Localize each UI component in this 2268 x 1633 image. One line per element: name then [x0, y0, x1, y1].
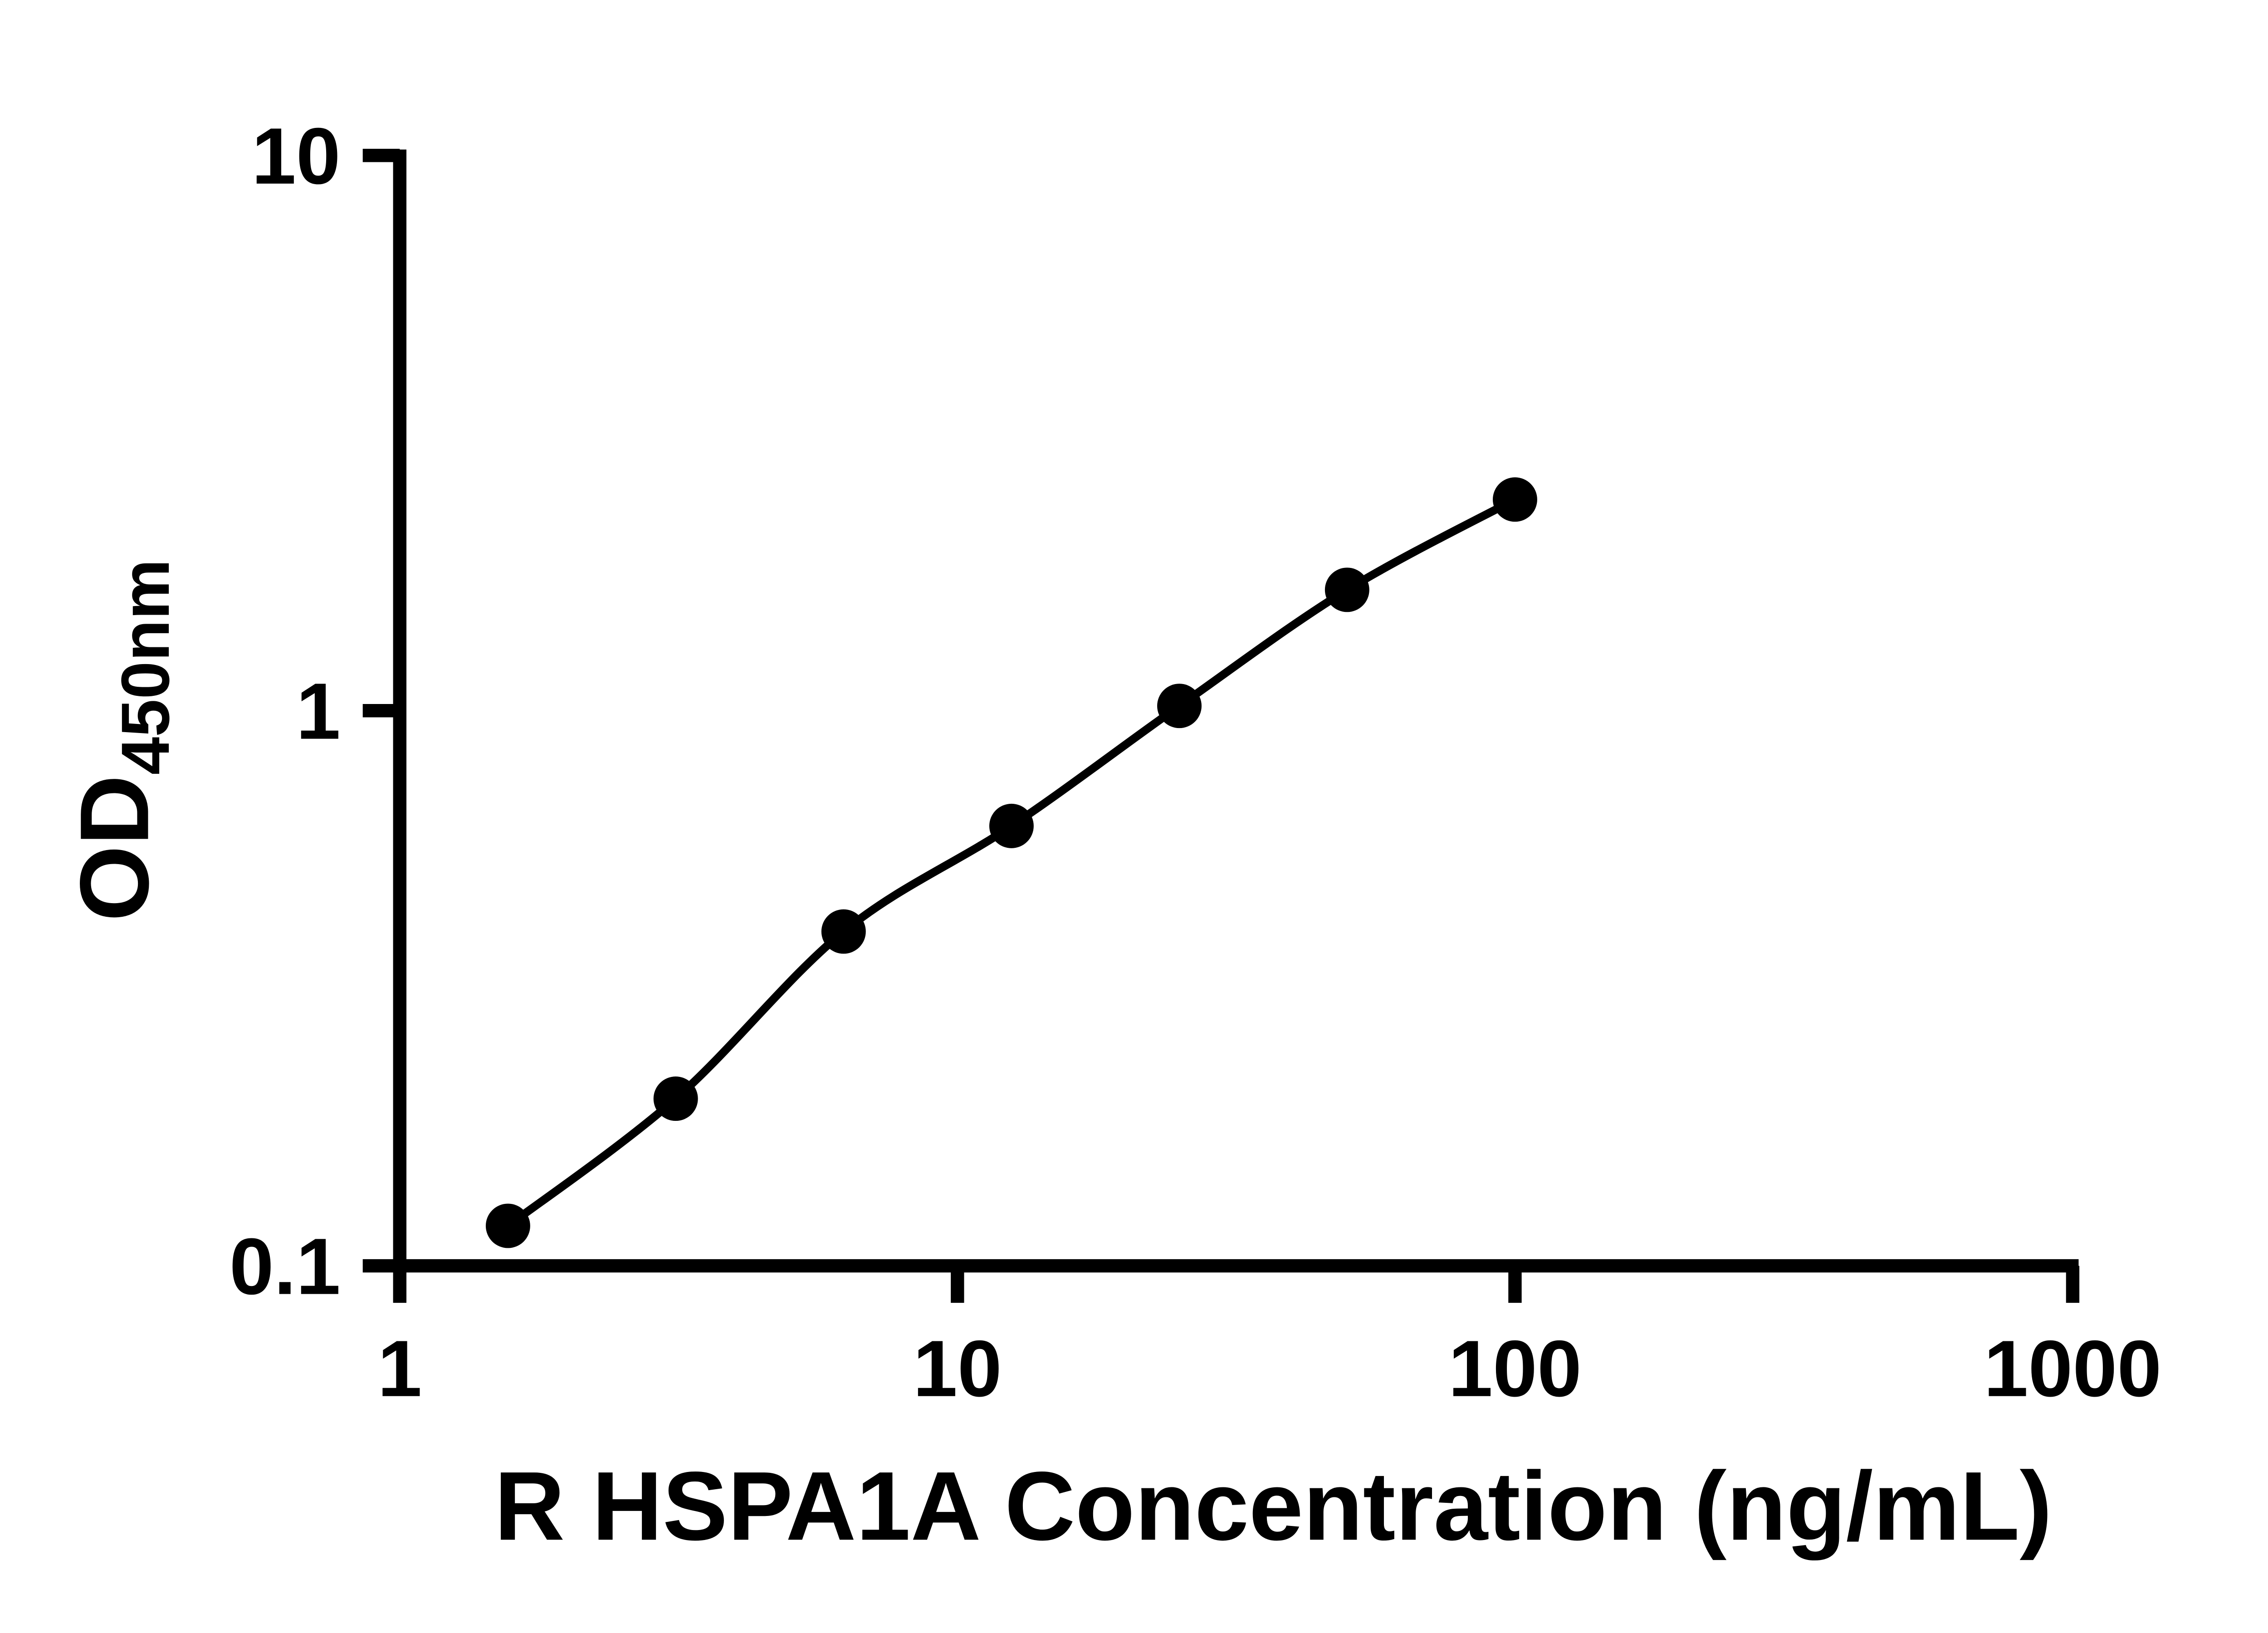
y-axis-title: OD450nm	[59, 559, 183, 922]
y-tick-label: 1	[296, 667, 341, 756]
y-tick-label: 10	[252, 112, 341, 201]
data-point	[1157, 684, 1202, 728]
data-point	[989, 803, 1034, 848]
data-point	[1492, 477, 1537, 522]
standard-curve-line	[505, 496, 1517, 1229]
data-point	[653, 1076, 698, 1121]
x-axis-title: R HSPA1A Concentration (ng/mL)	[494, 1451, 2053, 1560]
axes-spine	[393, 149, 2079, 1273]
x-tick-label: 1	[377, 1324, 422, 1413]
data-point	[485, 1203, 530, 1248]
x-tick-label: 10	[913, 1324, 1002, 1413]
y-axis-title-main: OD	[59, 775, 169, 921]
data-point	[1325, 567, 1369, 612]
x-tick-label: 100	[1448, 1324, 1582, 1413]
data-point	[821, 909, 866, 954]
y-tick-label: 0.1	[230, 1222, 341, 1311]
x-tick-label: 1000	[1984, 1324, 2161, 1413]
y-axis-title-sub: 450nm	[107, 559, 183, 775]
